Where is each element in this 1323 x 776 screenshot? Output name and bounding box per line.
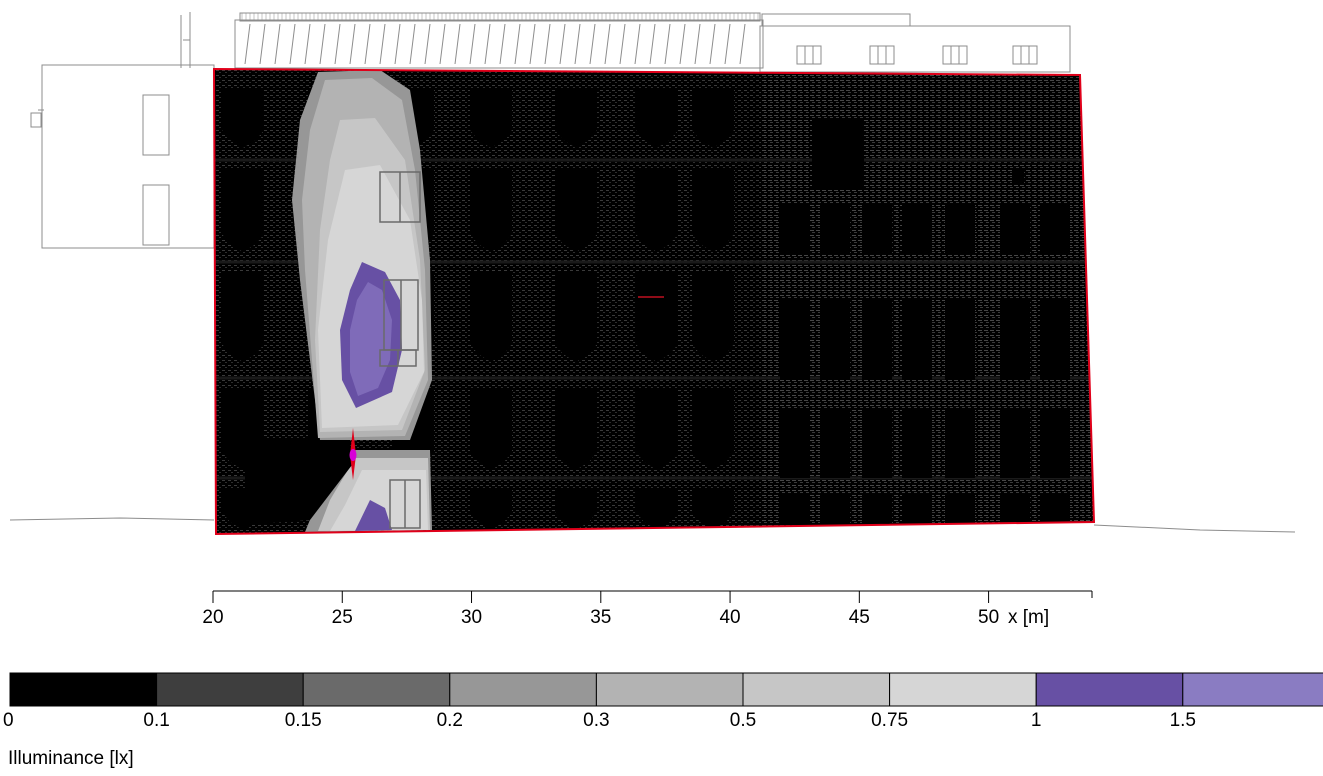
rect-window — [902, 300, 932, 380]
contour-lower-0.75 — [330, 470, 428, 531]
roof-slats — [241, 13, 759, 65]
x-tick-label: 30 — [460, 607, 483, 628]
legend-swatch — [595, 672, 744, 707]
arched-window — [470, 490, 512, 530]
rect-window — [862, 205, 892, 255]
arched-window — [470, 388, 512, 470]
contour-lower-1 — [355, 500, 392, 531]
legend-bin-label: 0.5 — [729, 710, 757, 731]
rect-window — [945, 300, 975, 380]
rect-window — [1040, 300, 1070, 380]
legend-bin-label: 0 — [3, 710, 14, 731]
rect-window — [820, 205, 850, 255]
x-tick-label: 25 — [331, 607, 353, 628]
x-axis — [212, 590, 1093, 603]
legend-bin-label: 0.75 — [871, 710, 909, 731]
rect-window — [780, 495, 810, 525]
rectangular-windows — [780, 118, 1070, 525]
rect-window — [945, 495, 975, 525]
contour-1.5 — [350, 282, 392, 396]
rect-window — [902, 205, 932, 255]
calculation-boundary — [212, 67, 1096, 536]
x-axis-title: x [m] — [1008, 607, 1050, 628]
rect-window — [1000, 408, 1030, 478]
arched-window — [555, 490, 597, 530]
rect-window — [780, 300, 810, 380]
arched-window — [222, 272, 264, 362]
arched-window — [470, 272, 512, 362]
rect-window — [780, 205, 810, 255]
legend-swatch — [449, 672, 597, 707]
x-tick-label: 20 — [202, 607, 224, 628]
arched-window — [222, 168, 264, 252]
legend-swatch — [1035, 672, 1184, 707]
upper-windows — [796, 45, 1038, 65]
arched-window — [222, 88, 264, 148]
x-tick-label: 50 — [978, 607, 1000, 628]
rect-window — [862, 408, 892, 478]
legend-swatch — [889, 672, 1037, 707]
legend-bin-label: 1 — [1030, 710, 1042, 731]
x-tick-label: 45 — [848, 607, 870, 628]
rect-window — [1000, 495, 1030, 525]
arched-window — [470, 168, 512, 252]
rect-window — [820, 408, 850, 478]
arched-window — [692, 388, 734, 470]
rect-window — [1040, 205, 1070, 255]
rect-window — [780, 408, 810, 478]
rect-window — [902, 408, 932, 478]
legend-bin-label: 0.15 — [284, 710, 322, 731]
arched-window — [636, 88, 678, 148]
rect-window — [820, 300, 850, 380]
rect-window — [1040, 495, 1070, 525]
arched-window — [692, 490, 734, 530]
luminaire-marker — [349, 428, 357, 480]
legend-title: Illuminance [lx] — [8, 748, 134, 769]
rect-window — [862, 495, 892, 525]
legend-bin-label: 1.5 — [1169, 710, 1197, 731]
arched-window — [555, 88, 597, 148]
rect-window — [1000, 205, 1030, 255]
x-tick-label: 40 — [719, 607, 741, 628]
legend-bin-label: 0.2 — [436, 710, 464, 731]
lit-window-details — [379, 171, 421, 529]
rect-window — [1000, 300, 1030, 380]
facade-calculation-area — [214, 69, 1094, 534]
x-tick-label: 35 — [590, 607, 612, 628]
building-outline-drawing — [9, 12, 1296, 533]
legend-swatch — [742, 672, 891, 707]
arched-window — [555, 388, 597, 470]
arched-window — [692, 272, 734, 362]
rect-window — [902, 495, 932, 525]
legend-bin-label: 0.1 — [143, 710, 170, 731]
legend-bin-label: 0.3 — [583, 710, 610, 731]
arched-window — [636, 272, 678, 362]
legend-swatch — [156, 672, 304, 707]
rect-window — [820, 495, 850, 525]
arched-window — [636, 490, 678, 530]
arched-window — [692, 88, 734, 148]
arched-window — [692, 168, 734, 252]
legend-swatch — [9, 672, 158, 707]
rect-window — [1040, 408, 1070, 478]
legend-swatch — [302, 672, 451, 707]
legend-color-bar — [9, 672, 1323, 707]
arched-window — [636, 388, 678, 470]
arched-window — [555, 168, 597, 252]
arched-window — [470, 88, 512, 148]
arched-window — [555, 272, 597, 362]
rect-window — [945, 408, 975, 478]
rect-window — [945, 205, 975, 255]
legend-swatch — [1182, 672, 1323, 707]
rect-window — [862, 300, 892, 380]
arched-window — [636, 168, 678, 252]
